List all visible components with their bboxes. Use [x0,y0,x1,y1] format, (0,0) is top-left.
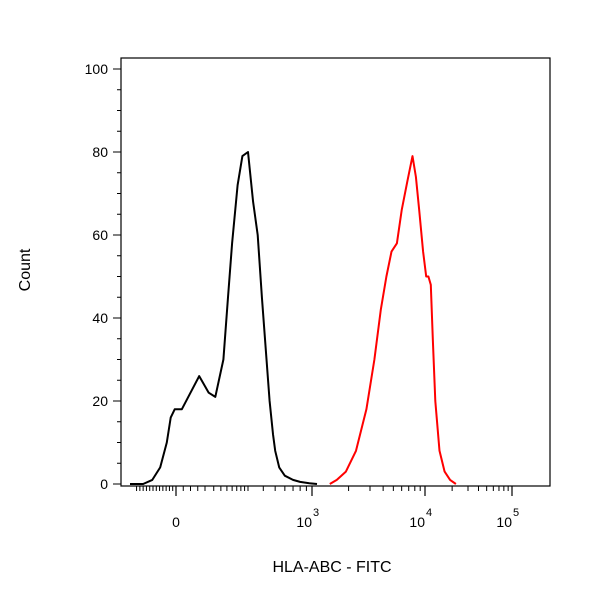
x-tick-label: 0 [172,514,180,530]
series-layer [130,151,457,485]
x-tick-label: 10 [296,514,312,530]
series-line [329,155,457,485]
x-tick-label: 10 [496,514,512,530]
y-axis-title: Count [17,248,34,291]
y-tick-label: 40 [92,310,108,326]
y-tick-label: 100 [85,61,109,77]
y-axis: 0 20 40 60 80 100 [85,61,121,492]
x-tick-exponent: 5 [513,507,519,519]
x-tick-exponent: 4 [426,507,432,519]
y-tick-label: 60 [92,227,108,243]
x-tick-label: 10 [409,514,425,530]
series-line [130,151,318,485]
y-tick-label: 0 [100,476,108,492]
x-tick-exponent: 3 [313,507,319,519]
y-tick-label: 80 [92,144,108,160]
x-axis-title: HLA-ABC - FITC [272,559,391,576]
y-tick-label: 20 [92,393,108,409]
plot-frame [120,57,551,487]
